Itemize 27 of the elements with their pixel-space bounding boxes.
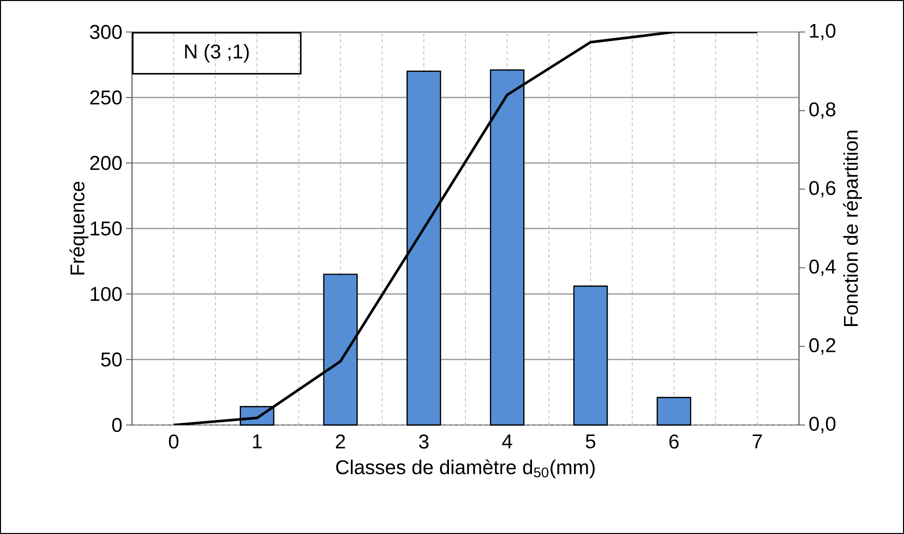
- y-tick-label: 250: [90, 90, 122, 105]
- y-tick-label: 200: [90, 156, 122, 170]
- y2-tick-label: 0,0: [809, 416, 836, 434]
- x-tick-label: 3: [419, 434, 428, 449]
- y-axis-title: Fréquence: [70, 182, 88, 274]
- y2-tick-label: 0,4: [809, 260, 836, 276]
- bar: [573, 286, 608, 426]
- x-tick-label: 6: [669, 434, 679, 449]
- annotation: N (3 ;1): [185, 44, 249, 63]
- y-tick-label: 150: [90, 221, 122, 236]
- y-tick-label: 50: [101, 352, 122, 367]
- y2-tick-label: 0,6: [809, 180, 836, 198]
- y2-tick-label: 0,2: [809, 338, 836, 355]
- y-tick-label: 300: [90, 24, 122, 40]
- x-tick-label: 2: [336, 434, 345, 448]
- y-tick-label: 0: [112, 418, 122, 432]
- x-tick-label: 5: [586, 434, 596, 448]
- x-axis-title: Classes de diamètre d$_{50}$(mm): [336, 459, 595, 478]
- bar: [656, 396, 692, 426]
- x-tick-label: 7: [752, 434, 762, 448]
- x-tick-label: 1: [253, 434, 262, 448]
- y-tick-label: 100: [90, 286, 122, 302]
- x-tick-label: 0: [168, 434, 178, 449]
- y2-tick-label: 0,8: [809, 102, 836, 119]
- y2-tick-label: 1,0: [810, 24, 836, 40]
- y2-axis-title: Fonction de répartition: [843, 130, 862, 326]
- x-tick-label: 4: [502, 434, 512, 448]
